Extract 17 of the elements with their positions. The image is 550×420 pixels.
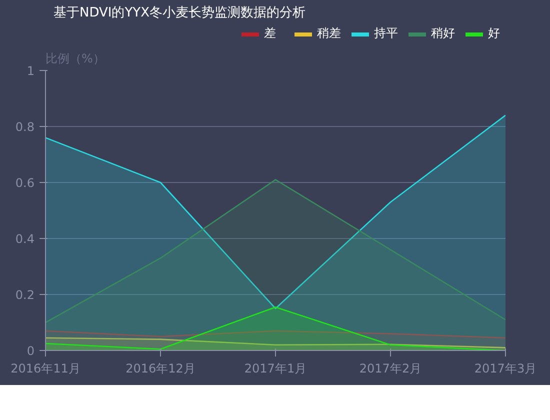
chart-title: 基于NDVI的YYX冬小麦长势监测数据的分析 bbox=[54, 6, 306, 20]
y-tick-label: 1 bbox=[26, 64, 35, 78]
x-tick-label: 2017年2月 bbox=[359, 362, 422, 376]
x-tick-label: 2017年3月 bbox=[474, 362, 537, 376]
legend-label: 稍好 bbox=[431, 25, 455, 42]
x-tick-label: 2016年12月 bbox=[126, 362, 196, 376]
y-tick-label: 0.8 bbox=[15, 120, 35, 134]
y-tick-label: 0.6 bbox=[15, 176, 35, 190]
y-tick-label: 0.4 bbox=[15, 232, 35, 246]
legend-label: 差 bbox=[264, 25, 277, 42]
legend-label: 好 bbox=[488, 25, 501, 42]
y-tick-label: 0.2 bbox=[15, 288, 35, 302]
y-tick-label: 0 bbox=[26, 344, 35, 358]
x-tick-label: 2016年11月 bbox=[10, 362, 80, 376]
legend-label: 持平 bbox=[374, 25, 398, 42]
x-tick-label: 2017年1月 bbox=[244, 362, 307, 376]
legend-label: 稍差 bbox=[317, 25, 341, 42]
